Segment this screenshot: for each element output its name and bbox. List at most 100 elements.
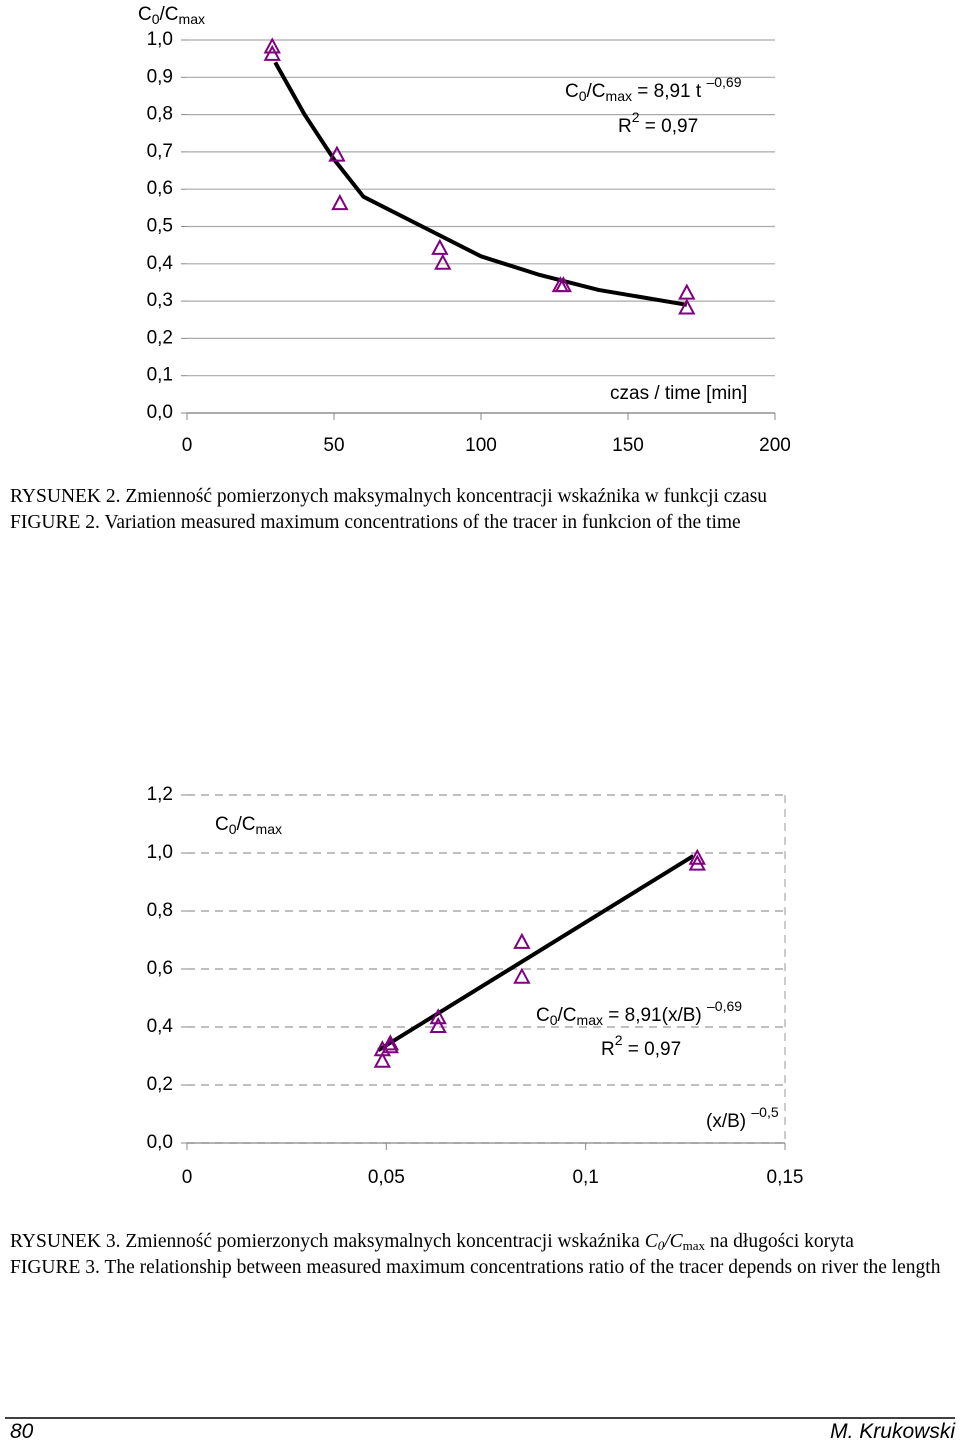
subscript: max xyxy=(606,88,632,104)
data-point xyxy=(381,1037,399,1054)
data-point xyxy=(678,298,696,315)
x-tick-label: 0 xyxy=(182,435,193,456)
text-part: C xyxy=(138,4,152,25)
data-point xyxy=(678,283,696,300)
page-number: 80 xyxy=(10,1420,34,1443)
x-tick-label: 100 xyxy=(465,435,497,456)
text-part: = 0,97 xyxy=(640,116,699,137)
data-point xyxy=(513,932,531,949)
superscript: 2 xyxy=(615,1032,623,1048)
x-tick-label: 0,05 xyxy=(368,1167,405,1188)
x-tick-label: 150 xyxy=(612,435,644,456)
subscript: 0 xyxy=(579,88,587,104)
superscript: 2 xyxy=(632,109,640,125)
caption-text: C xyxy=(644,1231,658,1252)
y-tick-label: 0,1 xyxy=(147,365,173,386)
caption-text: RYSUNEK 3. Zmienność pomierzonych maksym… xyxy=(10,1231,645,1252)
y-tick-label: 0,0 xyxy=(147,402,173,423)
y-tick-label: 0,4 xyxy=(147,253,174,274)
text-part: /C xyxy=(587,81,606,102)
caption-sub: max xyxy=(682,1238,706,1253)
caption-sub: 0 xyxy=(657,1238,665,1253)
caption-en: FIGURE 3. The relationship between measu… xyxy=(10,1257,941,1278)
rich-text: C0/Cmax xyxy=(215,814,282,837)
y-tick-label: 0,8 xyxy=(147,104,173,125)
subscript: 0 xyxy=(152,11,160,27)
x-tick-label: 200 xyxy=(759,435,791,456)
y-tick-label: 0,7 xyxy=(147,141,173,162)
rich-text: R2 = 0,97 xyxy=(618,109,698,137)
rich-text: C0/Cmax = 8,91(x/B) –0,69 xyxy=(536,998,742,1028)
text-part: (x/B) xyxy=(706,1111,751,1132)
superscript: –0,5 xyxy=(751,1104,778,1120)
text-part: /C xyxy=(237,814,256,835)
caption-pl: RYSUNEK 3. Zmienność pomierzonych maksym… xyxy=(10,1229,955,1255)
y-tick-label: 1,2 xyxy=(147,784,173,805)
caption-2: RYSUNEK 3. Zmienność pomierzonych maksym… xyxy=(10,1229,955,1281)
text-part: R xyxy=(618,116,632,137)
rich-text: czas / time [min] xyxy=(610,383,747,404)
data-point xyxy=(688,854,706,871)
y-tick-label: 0,5 xyxy=(147,216,173,237)
rich-text: C0/Cmax = 8,91 t –0,69 xyxy=(565,74,742,104)
x-tick-label: 0,1 xyxy=(572,1167,598,1188)
text-part: /C xyxy=(558,1005,577,1026)
data-point xyxy=(431,238,449,255)
text-part: C xyxy=(536,1005,550,1026)
rich-text: C0/Cmax xyxy=(138,4,205,27)
text-part: = 0,97 xyxy=(623,1039,682,1060)
data-point xyxy=(429,1016,447,1033)
y-tick-label: 0,2 xyxy=(147,327,173,348)
caption-text: RYSUNEK 2. Zmienność pomierzonych maksym… xyxy=(10,486,768,507)
y-tick-label: 0,0 xyxy=(147,1132,173,1153)
data-point xyxy=(381,1034,399,1051)
caption-text: /C xyxy=(664,1231,683,1252)
text-part: = 8,91(x/B) xyxy=(603,1005,707,1026)
subscript: 0 xyxy=(550,1012,558,1028)
y-tick-label: 0,6 xyxy=(147,178,173,199)
x-tick-label: 0 xyxy=(182,1167,193,1188)
caption-en: FIGURE 2. Variation measured maximum con… xyxy=(10,512,741,533)
y-tick-label: 0,4 xyxy=(147,1016,174,1037)
text-part: R xyxy=(601,1039,615,1060)
trendline xyxy=(273,61,688,307)
subscript: 0 xyxy=(229,821,237,837)
superscript: –0,69 xyxy=(707,998,742,1014)
y-tick-label: 0,2 xyxy=(147,1074,173,1095)
text-part: = 8,91 t xyxy=(632,81,706,102)
y-tick-label: 0,3 xyxy=(147,290,173,311)
text-part: /C xyxy=(160,4,179,25)
caption-1: RYSUNEK 2. Zmienność pomierzonych maksym… xyxy=(10,484,955,536)
data-point xyxy=(688,848,706,865)
y-tick-label: 0,8 xyxy=(147,900,173,921)
subscript: max xyxy=(256,821,282,837)
data-point xyxy=(513,967,531,984)
subscript: max xyxy=(577,1012,603,1028)
caption-pl: RYSUNEK 2. Zmienność pomierzonych maksym… xyxy=(10,484,955,510)
data-point xyxy=(328,145,346,162)
data-point xyxy=(429,1008,447,1025)
y-tick-label: 1,0 xyxy=(147,29,173,50)
y-tick-label: 0,9 xyxy=(147,66,173,87)
text-part: C xyxy=(565,81,579,102)
author: M. Krukowski xyxy=(830,1420,955,1443)
caption-symbol: C0/C xyxy=(645,1231,683,1252)
rich-text: (x/B) –0,5 xyxy=(706,1104,779,1132)
data-point xyxy=(554,276,572,293)
y-tick-label: 1,0 xyxy=(147,842,173,863)
x-tick-label: 50 xyxy=(323,435,344,456)
data-point xyxy=(434,253,452,270)
data-point xyxy=(373,1051,392,1068)
data-point xyxy=(331,194,349,211)
x-tick-label: 0,15 xyxy=(767,1167,804,1188)
data-point xyxy=(263,37,281,54)
y-tick-label: 0,6 xyxy=(147,958,173,979)
caption-text: na długości koryta xyxy=(705,1231,854,1252)
data-point xyxy=(263,44,281,61)
trendline xyxy=(377,854,695,1052)
superscript: –0,69 xyxy=(706,74,741,90)
subscript: max xyxy=(179,11,205,27)
rich-text: R2 = 0,97 xyxy=(601,1032,681,1060)
